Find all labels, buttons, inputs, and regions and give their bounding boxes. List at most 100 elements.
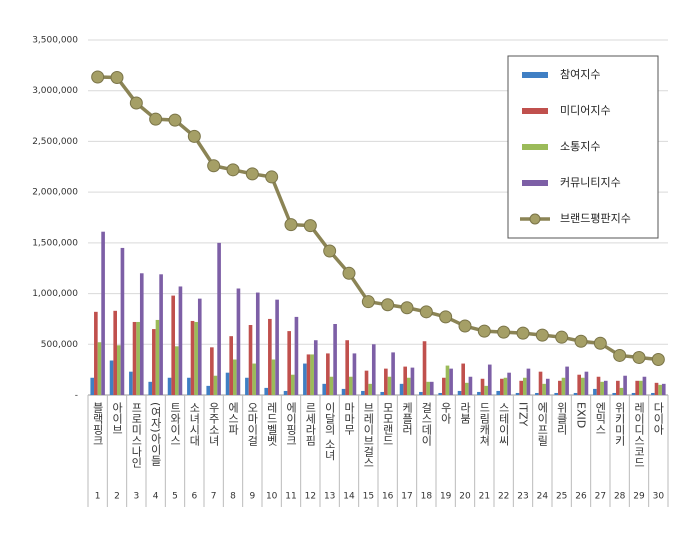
bar xyxy=(197,298,202,395)
bar xyxy=(561,377,566,395)
bar xyxy=(426,381,430,395)
bar xyxy=(542,383,546,395)
bar xyxy=(345,340,349,395)
bar xyxy=(349,376,353,395)
line-marker xyxy=(574,334,588,348)
line-marker xyxy=(516,326,530,340)
bar xyxy=(294,316,299,395)
bar xyxy=(496,390,501,395)
bar xyxy=(523,377,527,395)
bar xyxy=(577,374,581,395)
rank-label: 25 xyxy=(556,492,567,502)
rank-label: 9 xyxy=(249,492,255,502)
rank-label: 1 xyxy=(95,492,101,502)
rank-label: 24 xyxy=(537,492,549,502)
bar xyxy=(399,383,404,395)
legend-label: 소통지수 xyxy=(560,140,600,153)
bar xyxy=(596,376,601,395)
bar xyxy=(407,377,411,395)
legend-swatch xyxy=(529,213,541,225)
bar xyxy=(352,353,357,395)
bar xyxy=(600,381,604,395)
bar xyxy=(341,388,346,395)
bar xyxy=(380,391,385,395)
bar xyxy=(573,392,578,395)
rank-label: 6 xyxy=(191,492,197,502)
line-marker xyxy=(149,112,163,126)
bar xyxy=(233,359,237,395)
bar xyxy=(500,378,504,395)
line-marker xyxy=(207,159,221,173)
y-tick-label: - xyxy=(75,391,78,401)
bar xyxy=(565,366,569,395)
bar xyxy=(155,319,160,395)
bar xyxy=(361,390,365,395)
y-tick-label: 500,000 xyxy=(41,340,78,350)
bar xyxy=(603,380,608,395)
line-marker xyxy=(632,350,646,364)
line-marker xyxy=(593,336,607,350)
x-tick-label: 프로미스나인 xyxy=(130,402,143,468)
bar xyxy=(429,381,434,395)
rank-label: 30 xyxy=(653,492,665,502)
bar xyxy=(642,376,647,395)
rank-label: 7 xyxy=(211,492,217,502)
bar xyxy=(322,383,327,395)
x-tick-label: 레드벨벳 xyxy=(265,402,278,446)
rank-label: 10 xyxy=(266,492,278,502)
legend-label: 커뮤니티지수 xyxy=(560,176,621,189)
bar xyxy=(109,360,114,395)
y-tick-label: 2,000,000 xyxy=(32,188,78,198)
x-tick-label: 르세라핌 xyxy=(304,402,317,446)
rank-label: 21 xyxy=(479,492,490,502)
bar xyxy=(283,390,288,395)
bar xyxy=(651,392,655,395)
rank-label: 4 xyxy=(153,492,159,502)
x-tick-label: 드림캐쳐 xyxy=(478,402,491,447)
bar xyxy=(187,377,191,395)
rank-label: 23 xyxy=(517,492,528,502)
x-tick-label: 위키미키 xyxy=(613,402,626,446)
rank-label: 5 xyxy=(172,492,178,502)
rank-label: 2 xyxy=(114,492,120,502)
bar xyxy=(558,380,562,395)
bar xyxy=(545,378,550,395)
bar xyxy=(97,342,102,395)
y-tick-label: 1,500,000 xyxy=(32,238,78,248)
rank-label: 8 xyxy=(230,492,236,502)
line-marker xyxy=(129,96,143,110)
bar xyxy=(449,368,453,395)
bar xyxy=(178,286,183,395)
rank-label: 22 xyxy=(498,492,509,502)
bar xyxy=(554,392,559,395)
rank-label: 20 xyxy=(459,492,471,502)
x-tick-label: 에스파 xyxy=(227,402,240,435)
bar xyxy=(90,377,95,395)
bar xyxy=(217,242,221,395)
rank-label: 18 xyxy=(421,492,433,502)
rank-label: 12 xyxy=(305,492,316,502)
bar xyxy=(132,321,137,395)
x-tick-label: 오마이걸 xyxy=(246,402,259,446)
bar xyxy=(535,392,539,395)
line-marker xyxy=(361,295,375,309)
bar xyxy=(248,325,253,395)
bar xyxy=(120,247,125,395)
legend-label: 미디어지수 xyxy=(560,104,611,117)
bar xyxy=(229,336,233,395)
bar xyxy=(581,377,585,395)
bar xyxy=(465,382,469,395)
x-tick-label: 우주소녀 xyxy=(207,402,220,447)
x-tick-label: 위클리 xyxy=(555,402,568,435)
x-tick-label: 소녀시대 xyxy=(188,402,201,446)
x-tick-label: 에이프릴 xyxy=(536,402,549,446)
bar xyxy=(368,383,372,395)
line-marker xyxy=(400,301,414,315)
rank-label: 15 xyxy=(363,492,374,502)
line-marker xyxy=(613,348,627,362)
line-marker xyxy=(458,319,472,333)
bar xyxy=(271,359,276,395)
line-marker xyxy=(651,353,665,366)
legend-swatch xyxy=(522,180,548,186)
x-tick-label: 엔믹스 xyxy=(594,402,607,435)
